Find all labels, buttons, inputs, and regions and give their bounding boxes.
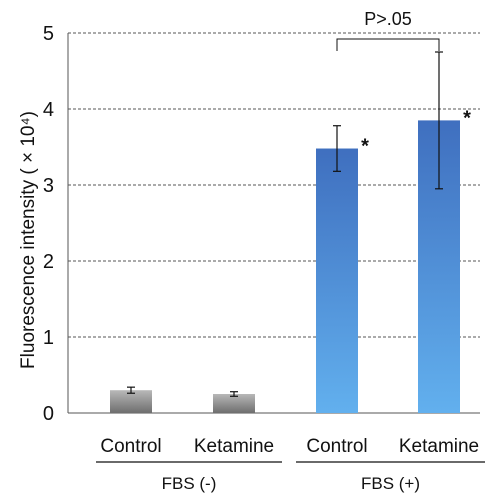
y-axis-label: Fluorescence intensity ( × 10⁴) <box>18 111 39 369</box>
y-tick-label: 5 <box>43 23 54 45</box>
bar <box>213 394 255 413</box>
y-tick-label: 4 <box>43 99 54 121</box>
y-tick-label: 2 <box>43 251 54 273</box>
x-category-label: Ketamine <box>194 436 274 457</box>
bars <box>110 51 460 414</box>
gridlines <box>68 32 480 338</box>
p-value-annotation: P>.05 <box>364 9 412 29</box>
y-tick-label: 0 <box>43 403 54 425</box>
x-category-label: Control <box>306 436 367 457</box>
y-tick-label: 1 <box>43 327 54 349</box>
significance-marker: * <box>361 136 369 158</box>
x-category-label: Control <box>100 436 161 457</box>
x-group-label: FBS (-) <box>162 474 217 493</box>
bar <box>316 148 358 413</box>
significance-marker: * <box>463 107 471 129</box>
significance-bracket <box>336 38 440 51</box>
x-category-label: Ketamine <box>399 436 479 457</box>
bar <box>110 390 152 413</box>
y-tick-label: 3 <box>43 175 54 197</box>
labels: 0 1 2 3 4 5 Control Ketamine * Control * Ketamine FB… <box>43 9 485 493</box>
x-group-label: FBS (+) <box>361 474 420 493</box>
